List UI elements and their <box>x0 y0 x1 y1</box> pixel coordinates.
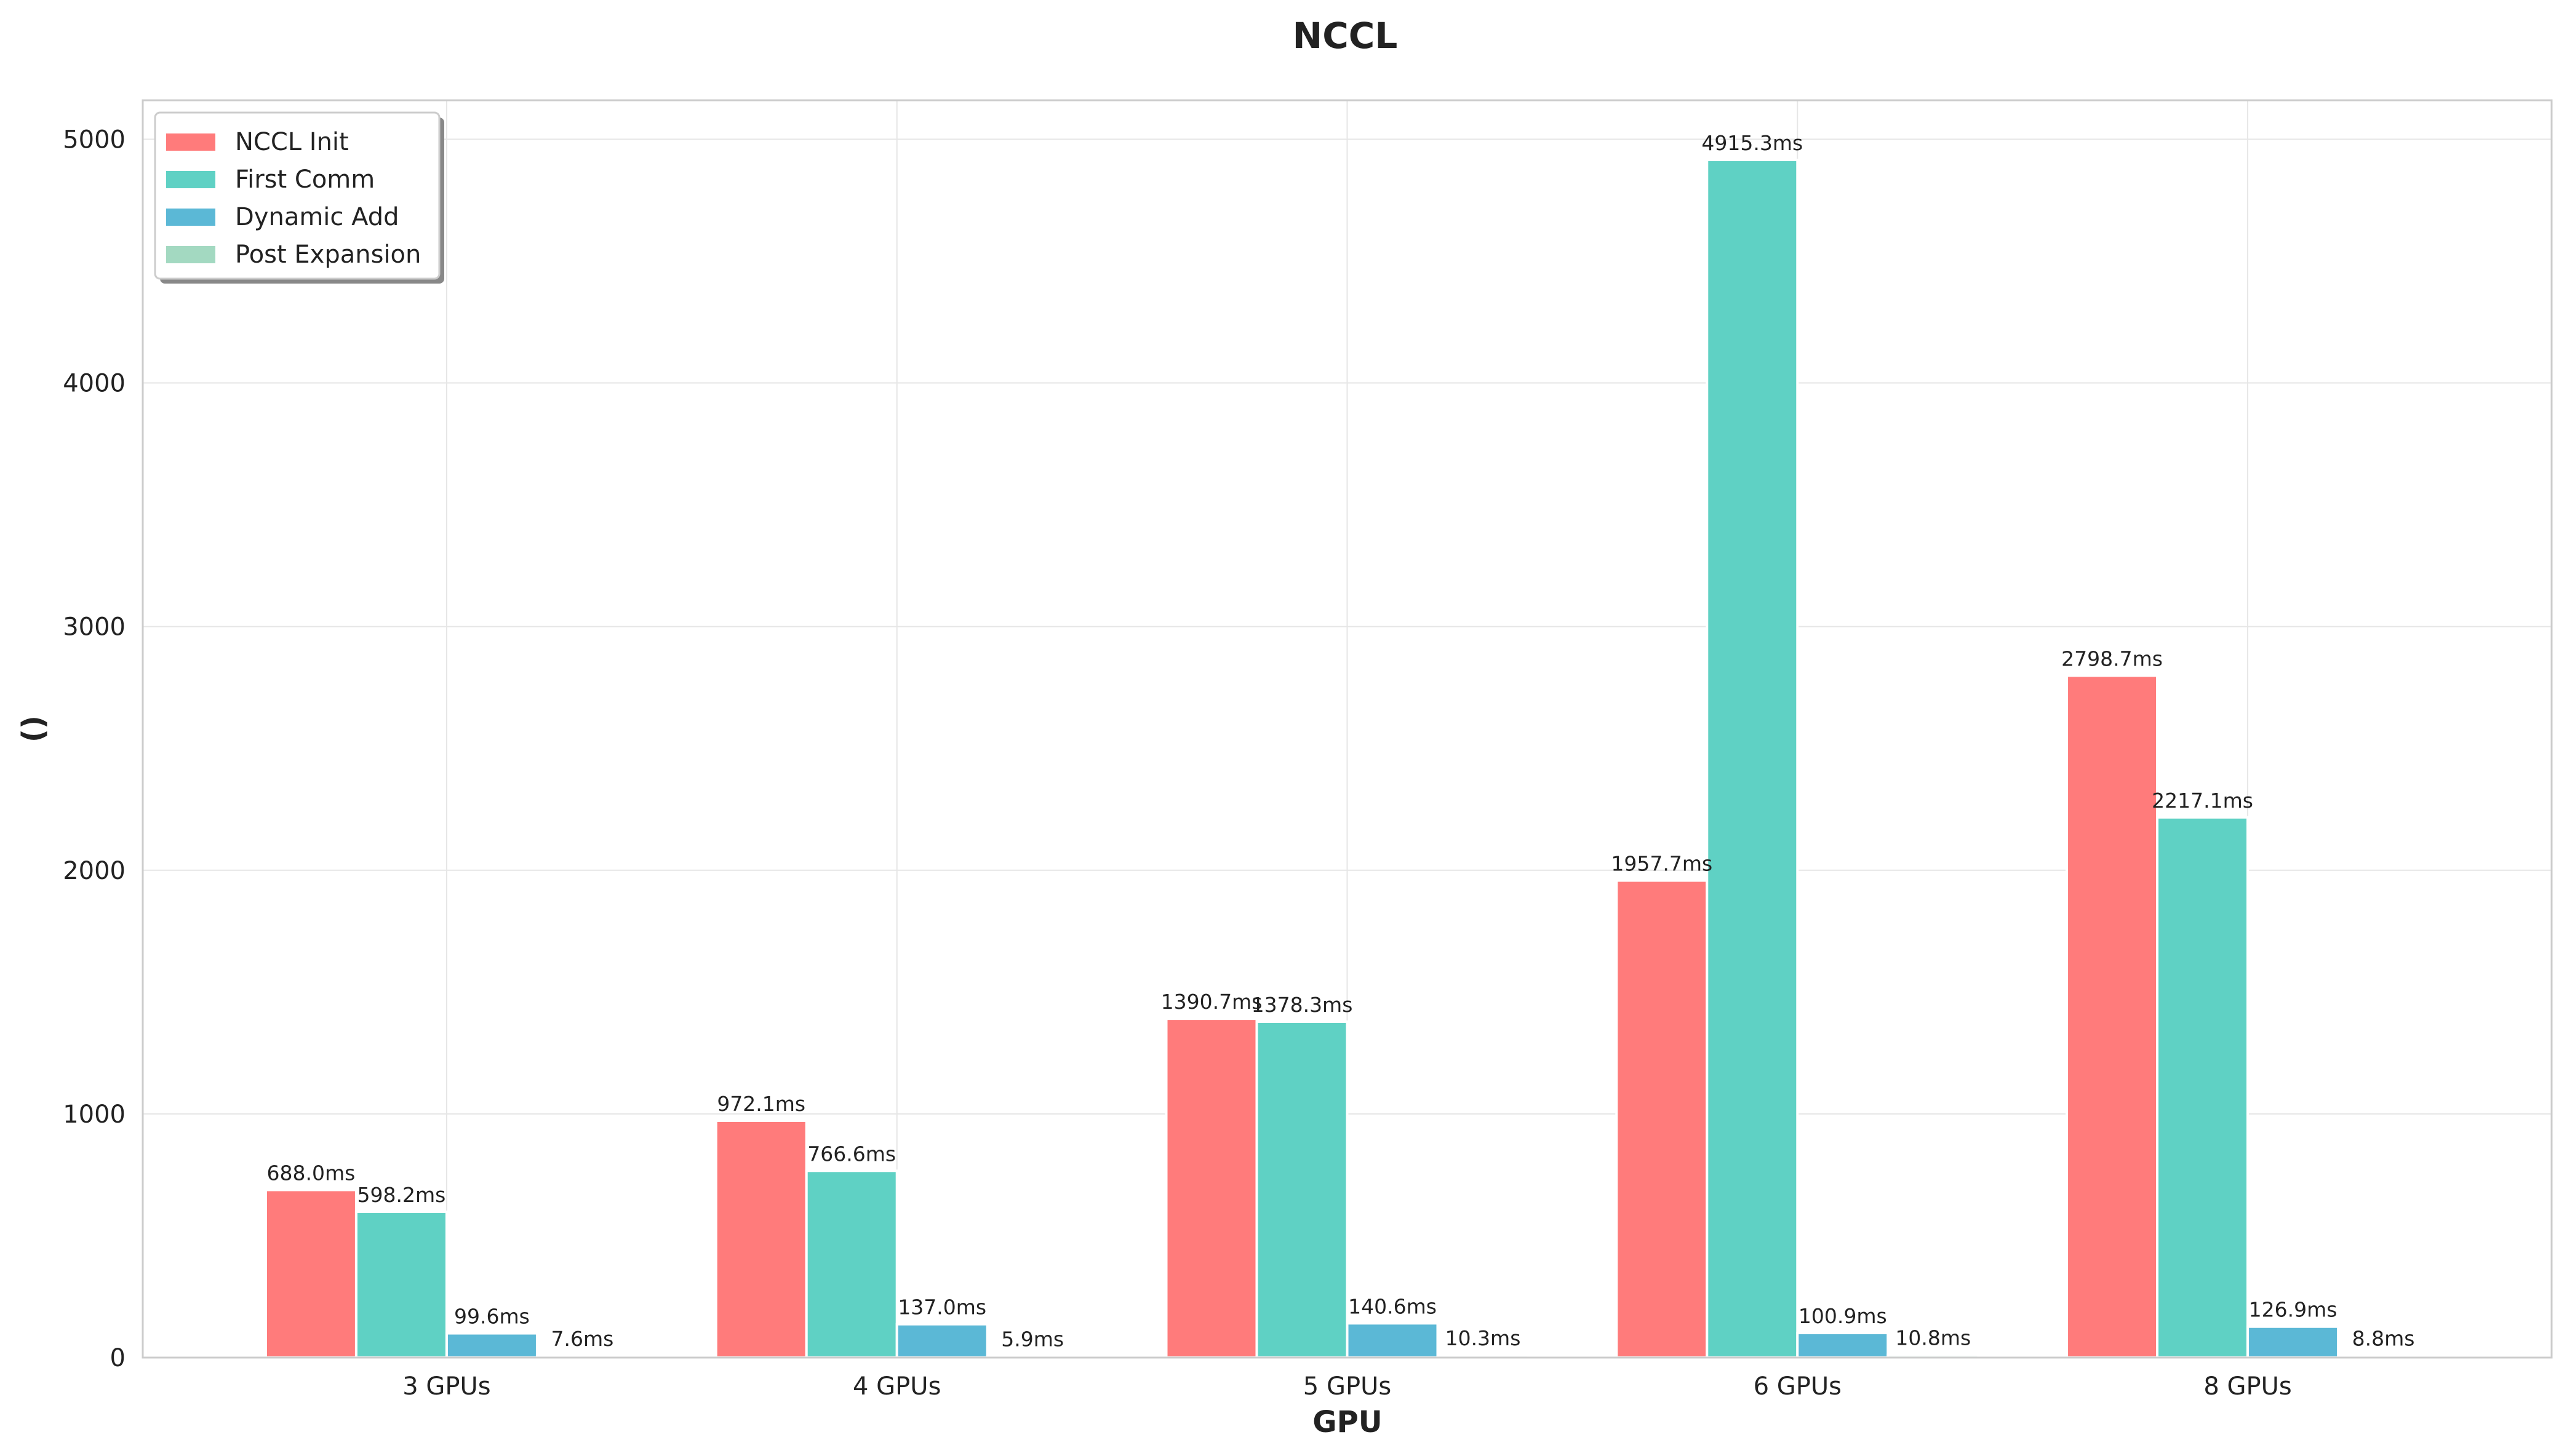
data-label: 688.0ms <box>267 1161 356 1185</box>
data-label: 1957.7ms <box>1611 852 1712 876</box>
legend-swatch <box>166 246 215 263</box>
y-tick-label: 3000 <box>63 613 126 642</box>
legend-swatch <box>166 133 215 151</box>
y-tick-label: 1000 <box>63 1100 126 1129</box>
data-label: 8.8ms <box>2352 1327 2415 1351</box>
bar <box>1615 879 1709 1359</box>
x-tick-label: 3 GPUs <box>402 1372 490 1401</box>
data-label: 137.0ms <box>898 1295 986 1319</box>
data-label: 100.9ms <box>1798 1304 1887 1328</box>
bar <box>1255 1020 1349 1359</box>
bar <box>2066 674 2159 1359</box>
bar <box>354 1211 448 1359</box>
data-label: 598.2ms <box>357 1183 446 1207</box>
x-tick-label: 6 GPUs <box>1754 1372 1842 1401</box>
data-label: 140.6ms <box>1348 1294 1437 1318</box>
legend-swatch <box>166 209 215 226</box>
x-tick-label: 4 GPUs <box>853 1372 941 1401</box>
data-label: 4915.3ms <box>1701 131 1803 155</box>
legend-label: NCCL Init <box>235 128 349 156</box>
legend-label: Post Expansion <box>235 241 421 269</box>
data-label: 99.6ms <box>454 1305 530 1329</box>
data-label: 2798.7ms <box>2061 646 2163 670</box>
bar <box>1346 1322 1439 1359</box>
legend-box <box>154 111 441 280</box>
bar <box>2156 816 2250 1359</box>
data-labels: 688.0ms 972.1ms 1390.7ms 1957.7ms 2798.7ms 59… <box>267 131 2415 1351</box>
x-tick-label: 8 GPUs <box>2203 1372 2291 1401</box>
y-tick-label: 0 <box>110 1344 126 1372</box>
y-axis-label: () <box>16 715 50 742</box>
data-label: 126.9ms <box>2249 1298 2337 1322</box>
y-axis-ticks: 0 1000 2000 3000 4000 5000 <box>63 125 126 1372</box>
bar <box>1706 158 1799 1359</box>
bar <box>1796 1332 1890 1359</box>
data-label: 972.1ms <box>717 1092 805 1116</box>
data-label: 10.3ms <box>1445 1326 1521 1350</box>
data-label: 5.9ms <box>1001 1327 1064 1351</box>
x-axis-label: GPU <box>1312 1405 1383 1439</box>
plot-frame <box>142 99 2553 1359</box>
bar <box>714 1119 808 1359</box>
legend: NCCL Init First Comm Dynamic Add Post Expan… <box>154 111 444 284</box>
data-label: 2217.1ms <box>2152 789 2253 813</box>
y-tick-label: 2000 <box>63 857 126 885</box>
y-tick-label: 4000 <box>63 370 126 398</box>
bar <box>2246 1325 2340 1359</box>
legend-label: First Comm <box>235 165 375 194</box>
data-label: 1390.7ms <box>1161 990 1263 1014</box>
bar <box>805 1169 898 1359</box>
chart-title: NCCL <box>1293 15 1398 57</box>
bar <box>445 1332 538 1359</box>
data-label: 1378.3ms <box>1252 993 1353 1017</box>
data-label: 766.6ms <box>807 1142 896 1166</box>
x-axis-ticks: 3 GPUs 4 GPUs 5 GPUs 6 GPUs 8 GPUs <box>402 1372 2292 1401</box>
data-label: 10.8ms <box>1895 1326 1971 1350</box>
legend-swatch <box>166 171 215 188</box>
x-tick-label: 5 GPUs <box>1303 1372 1391 1401</box>
bar <box>264 1188 357 1359</box>
legend-label: Dynamic Add <box>235 203 399 231</box>
bars <box>264 158 2430 1359</box>
y-tick-label: 5000 <box>63 125 126 154</box>
data-label: 7.6ms <box>551 1327 614 1351</box>
bar <box>1165 1017 1258 1359</box>
bar <box>895 1323 989 1359</box>
